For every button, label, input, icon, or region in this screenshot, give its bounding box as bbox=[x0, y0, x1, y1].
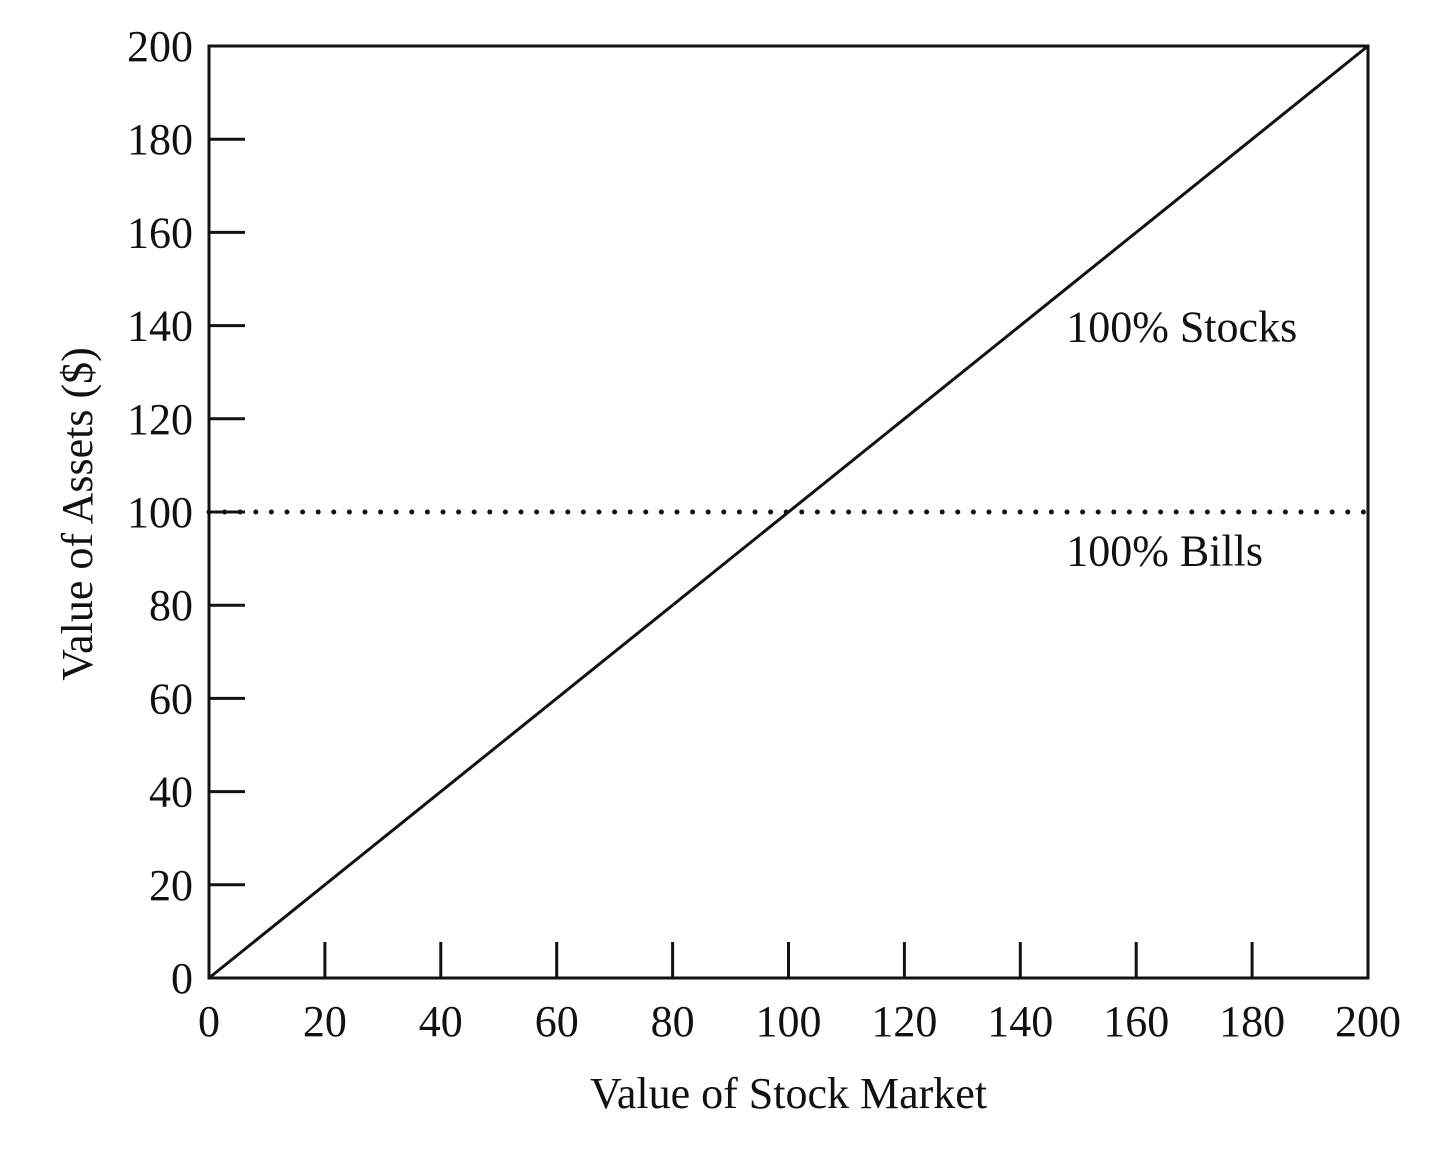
x-tick-label: 60 bbox=[535, 997, 579, 1046]
x-tick-label: 200 bbox=[1335, 997, 1401, 1046]
y-tick-label: 200 bbox=[127, 22, 193, 71]
x-tick-label: 180 bbox=[1219, 997, 1285, 1046]
y-tick-label: 120 bbox=[127, 395, 193, 444]
y-tick-label: 80 bbox=[149, 581, 193, 630]
series-layer bbox=[206, 44, 1371, 980]
y-tick-label: 180 bbox=[127, 115, 193, 164]
y-axis-title: Value of Assets ($) bbox=[53, 347, 102, 681]
y-tick-label: 160 bbox=[127, 208, 193, 257]
x-tick-label: 100 bbox=[756, 997, 822, 1046]
x-axis-ticks: 0 20 40 60 80 100 120 140 160 180 200 bbox=[198, 942, 1401, 1046]
x-tick-label: 40 bbox=[419, 997, 463, 1046]
y-tick-label: 140 bbox=[127, 302, 193, 351]
x-tick-label: 0 bbox=[198, 997, 220, 1046]
series-label-bills: 100% Bills bbox=[1066, 526, 1263, 575]
series-label-stocks: 100% Stocks bbox=[1066, 303, 1297, 352]
x-tick-label: 140 bbox=[987, 997, 1053, 1046]
y-axis-ticks: 0 20 40 60 80 100 120 140 160 180 200 bbox=[127, 22, 245, 1003]
x-axis-title: Value of Stock Market bbox=[590, 1069, 987, 1118]
x-tick-label: 160 bbox=[1103, 997, 1169, 1046]
annotations: 100% Stocks 100% Bills bbox=[1066, 303, 1297, 576]
y-tick-label: 20 bbox=[149, 861, 193, 910]
y-tick-label: 40 bbox=[149, 768, 193, 817]
x-tick-label: 120 bbox=[871, 997, 937, 1046]
y-tick-label: 0 bbox=[171, 954, 193, 1003]
y-tick-label: 60 bbox=[149, 674, 193, 723]
y-tick-label: 100 bbox=[127, 488, 193, 537]
x-tick-label: 80 bbox=[651, 997, 695, 1046]
x-tick-label: 20 bbox=[303, 997, 347, 1046]
